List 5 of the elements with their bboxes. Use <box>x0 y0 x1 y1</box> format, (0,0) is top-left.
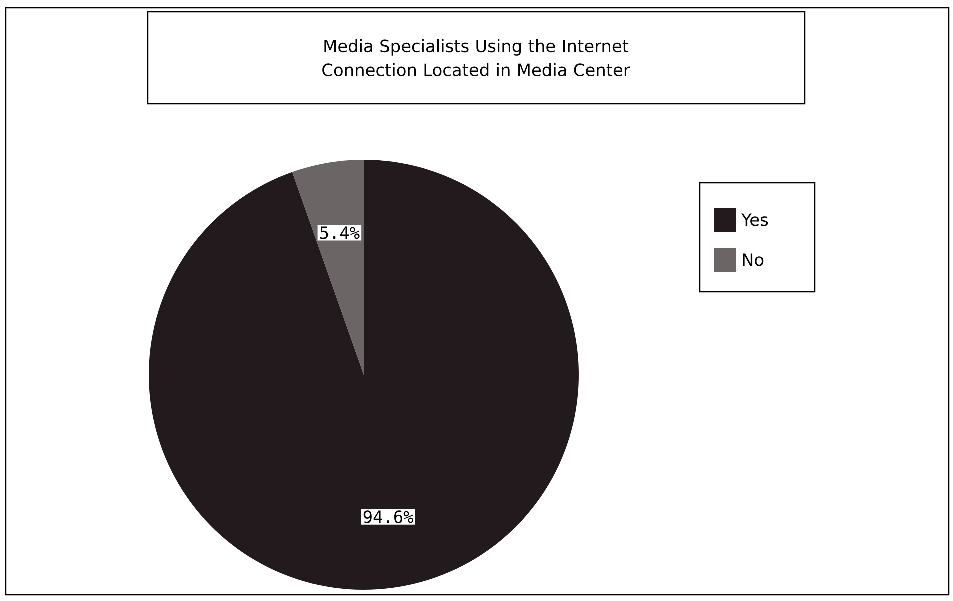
legend-label: No <box>743 254 764 266</box>
chart-title: Media Specialists Using the Internet Connection Located in Media Center <box>322 39 630 76</box>
data-label: 94.6% <box>364 510 414 524</box>
legend-label: Yes <box>742 214 768 226</box>
data-label: 5.4% <box>320 226 360 240</box>
